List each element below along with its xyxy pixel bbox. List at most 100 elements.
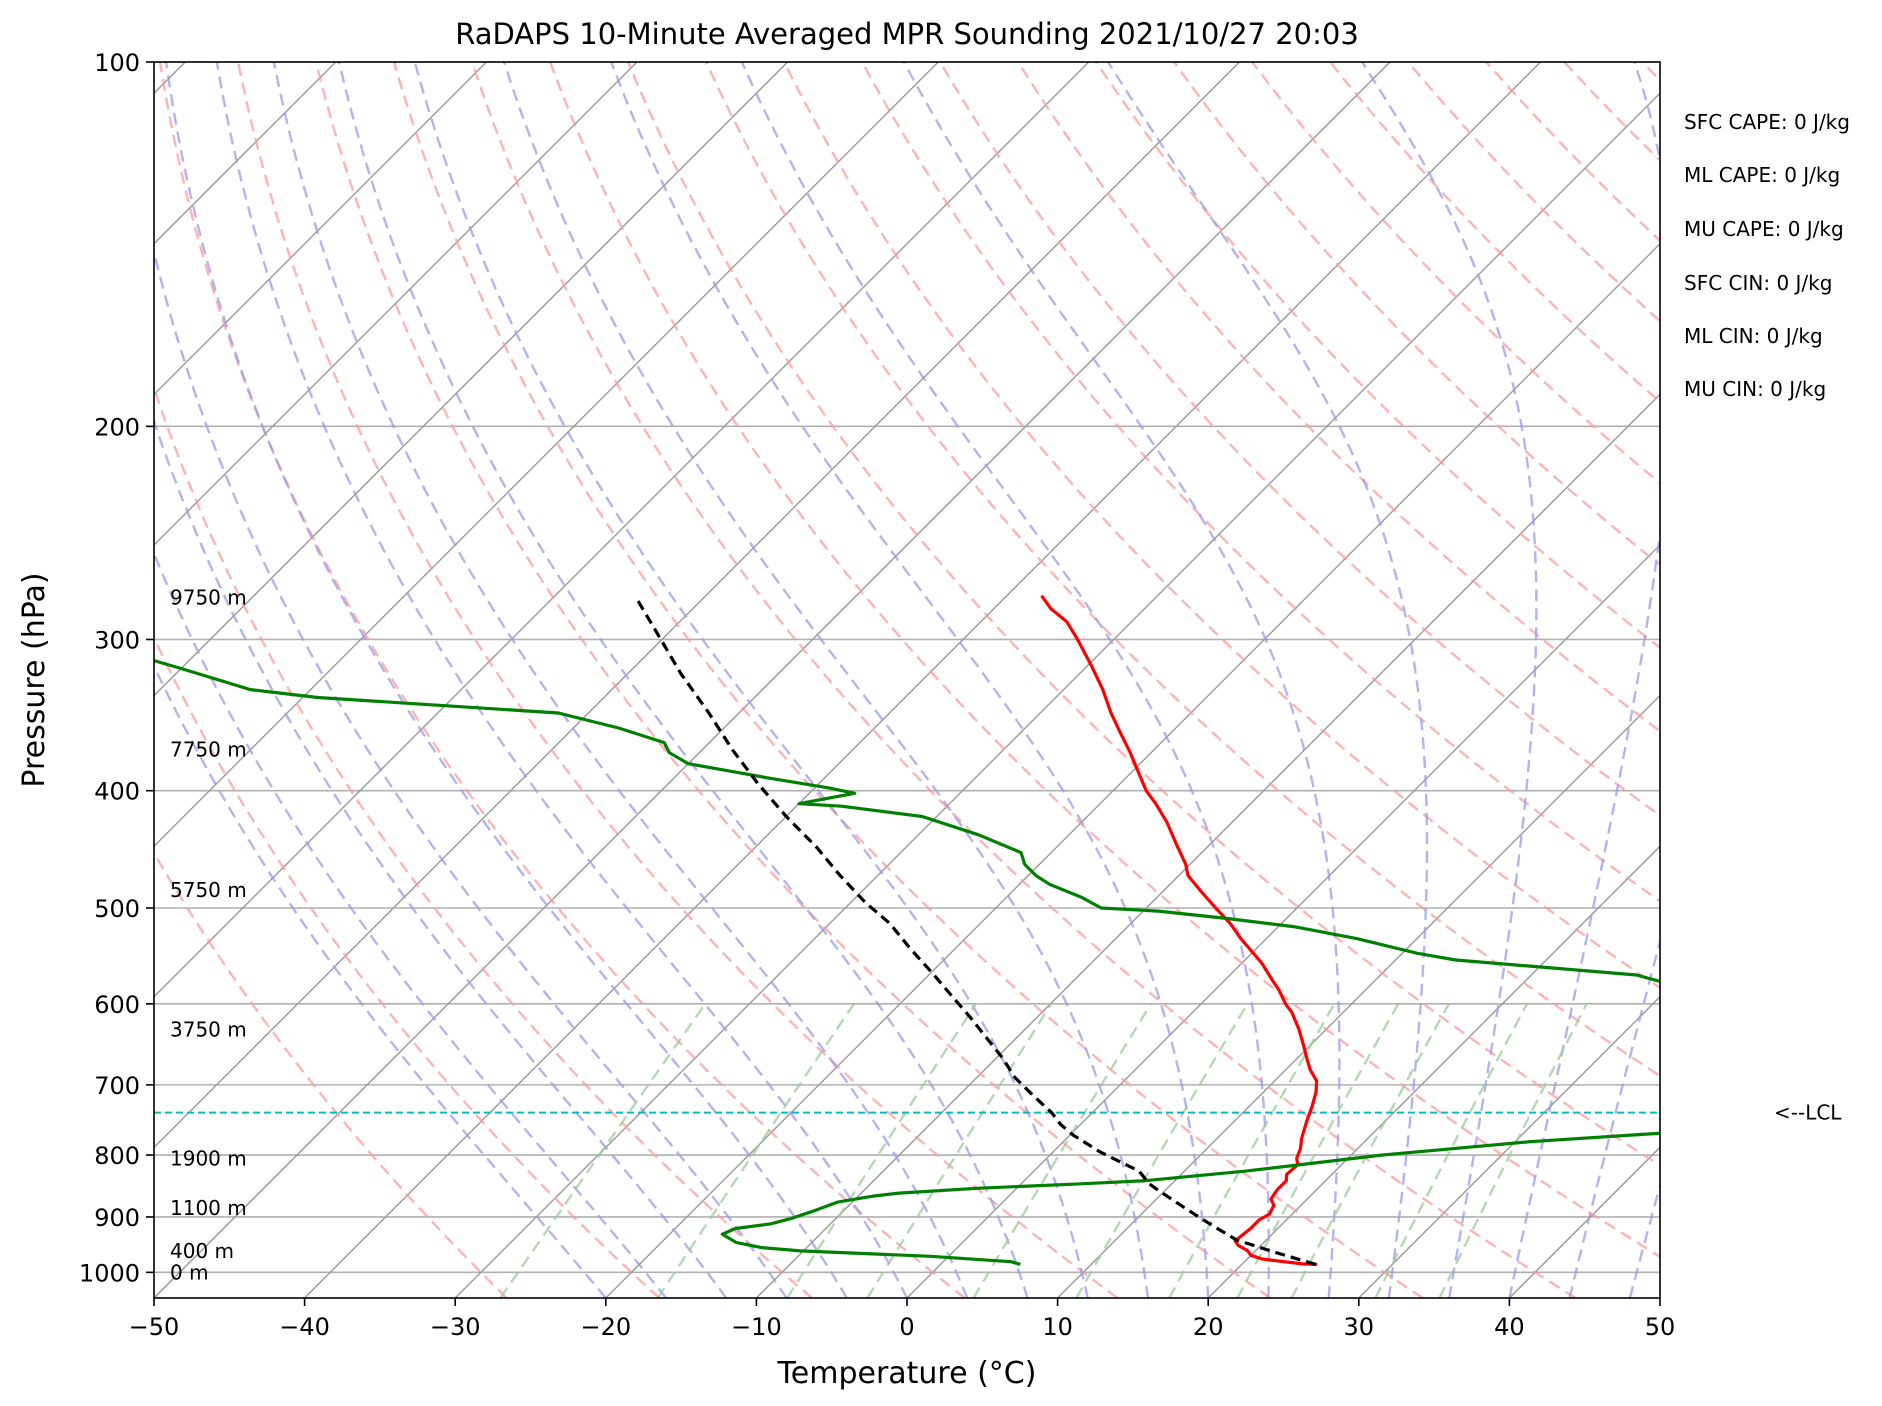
isotherm-line bbox=[454, 92, 1660, 1298]
moist-adiabat-line bbox=[154, 663, 607, 1298]
x-tick-label: 40 bbox=[1494, 1313, 1525, 1341]
moist-adiabat-line bbox=[215, 62, 909, 1298]
isotherm-line bbox=[154, 62, 1240, 1149]
mixing-ratio-line bbox=[1290, 1003, 1450, 1298]
pressure-gridlines bbox=[154, 62, 1660, 1274]
moist-adiabat-line bbox=[154, 247, 788, 1298]
height-label: 9750 m bbox=[170, 586, 247, 610]
isotherm-line bbox=[154, 62, 638, 546]
moist-adiabat-line bbox=[154, 417, 728, 1298]
y-tick-label: 400 bbox=[94, 778, 140, 806]
dry-adiabat-line bbox=[626, 62, 1660, 1167]
height-label: 3750 m bbox=[170, 1017, 247, 1041]
x-tick-label: 50 bbox=[1645, 1313, 1676, 1341]
x-tick-label: −20 bbox=[580, 1313, 631, 1341]
y-tick-label: 700 bbox=[94, 1072, 140, 1100]
height-label: 7750 m bbox=[170, 738, 247, 762]
mixing-ratio-lines bbox=[499, 1003, 1588, 1298]
isotherm-line bbox=[154, 62, 939, 848]
mixing-ratio-line bbox=[656, 1003, 855, 1298]
isotherm-line bbox=[304, 62, 1542, 1298]
y-tick-label: 800 bbox=[94, 1142, 140, 1170]
height-label: 1900 m bbox=[170, 1146, 247, 1170]
moist-adiabat-line bbox=[740, 62, 1270, 1298]
dry-adiabat-line bbox=[1251, 62, 1660, 485]
height-label: 1100 m bbox=[170, 1196, 247, 1220]
dewpoint-line bbox=[154, 658, 1660, 1266]
dry-adiabat-line bbox=[236, 62, 1119, 1298]
dry-adiabat-line bbox=[1407, 62, 1660, 323]
isotherm-line bbox=[154, 62, 487, 396]
mixing-ratio-line bbox=[972, 1003, 1153, 1298]
moist-adiabat-line bbox=[1508, 62, 1660, 1298]
moist-adiabat-line bbox=[1107, 62, 1429, 1298]
y-axis-label: Pressure (hPa) bbox=[17, 572, 52, 787]
chart-title: RaDAPS 10-Minute Averaged MPR Sounding 2… bbox=[455, 17, 1359, 51]
sfc-cin-label: SFC CIN: 0 J/kg bbox=[1684, 271, 1832, 295]
mixing-ratio-line bbox=[1374, 1003, 1529, 1298]
moist-adiabat-line bbox=[272, 62, 969, 1298]
isotherm-line bbox=[906, 544, 1660, 1298]
x-axis: −50 −40 −30 −20 −10 0 10 20 30 40 50 bbox=[129, 1298, 1676, 1341]
mixing-ratio-line bbox=[1438, 1003, 1588, 1298]
isotherm-line bbox=[1207, 845, 1660, 1298]
dry-adiabat-line bbox=[392, 62, 1424, 1298]
plot-area bbox=[154, 62, 1660, 1298]
moist-adiabat-line bbox=[1568, 936, 1660, 1298]
dry-adiabat-line bbox=[158, 62, 966, 1298]
temperature-line bbox=[1040, 594, 1319, 1266]
x-tick-label: 30 bbox=[1344, 1313, 1375, 1341]
moist-adiabat-line bbox=[502, 62, 1150, 1298]
lcl-label: <--LCL bbox=[1774, 1101, 1842, 1125]
dry-adiabat-line bbox=[154, 635, 661, 1298]
dry-adiabat-line bbox=[154, 384, 813, 1298]
mu-cin-label: MU CIN: 0 J/kg bbox=[1684, 377, 1826, 401]
moist-adiabat-line bbox=[902, 62, 1341, 1298]
y-axis: 1000 900 800 700 600 500 400 300 200 100 bbox=[79, 49, 154, 1287]
mixing-ratio-line bbox=[786, 1003, 977, 1298]
moist-adiabat-line bbox=[610, 62, 1210, 1298]
isotherm-lines bbox=[154, 62, 1660, 1298]
dry-adiabat-line bbox=[861, 62, 1660, 903]
ml-cin-label: ML CIN: 0 J/kg bbox=[1684, 324, 1823, 348]
y-tick-label: 500 bbox=[94, 895, 140, 923]
sounding-series bbox=[154, 594, 1660, 1266]
stability-indices: SFC CAPE: 0 J/kg ML CAPE: 0 J/kg MU CAPE… bbox=[1684, 110, 1850, 401]
isotherm-line bbox=[1358, 995, 1660, 1298]
ml-cape-label: ML CAPE: 0 J/kg bbox=[1684, 163, 1840, 187]
moist-adiabat-line bbox=[413, 62, 1089, 1298]
x-axis-label: Temperature (°C) bbox=[777, 1356, 1037, 1391]
moist-adiabat-line bbox=[154, 550, 667, 1298]
y-tick-label: 200 bbox=[94, 413, 140, 441]
isotherm-line bbox=[154, 62, 1391, 1298]
dry-adiabat-line bbox=[783, 62, 1660, 990]
isotherm-line bbox=[1057, 694, 1660, 1298]
mixing-ratio-line bbox=[499, 1003, 707, 1298]
mixing-ratio-line bbox=[866, 1003, 1053, 1298]
y-tick-label: 900 bbox=[94, 1204, 140, 1232]
y-tick-label: 100 bbox=[94, 49, 140, 77]
isotherm-line bbox=[154, 62, 1090, 998]
x-tick-label: −50 bbox=[129, 1313, 180, 1341]
x-tick-label: −10 bbox=[731, 1313, 782, 1341]
y-tick-label: 600 bbox=[94, 991, 140, 1019]
moist-adiabat-line bbox=[1361, 62, 1538, 1298]
dry-adiabat-line bbox=[1173, 62, 1660, 567]
x-tick-label: 10 bbox=[1042, 1313, 1073, 1341]
x-tick-label: 0 bbox=[899, 1313, 914, 1341]
dry-adiabat-line bbox=[470, 62, 1577, 1298]
x-tick-label: −30 bbox=[430, 1313, 481, 1341]
isotherm-line bbox=[154, 62, 789, 697]
x-tick-label: 20 bbox=[1193, 1313, 1224, 1341]
y-tick-label: 1000 bbox=[79, 1259, 140, 1287]
moist-adiabat-line bbox=[164, 62, 848, 1298]
height-label: 5750 m bbox=[170, 878, 247, 902]
mu-cape-label: MU CAPE: 0 J/kg bbox=[1684, 217, 1844, 241]
dry-adiabat-line bbox=[1095, 62, 1660, 650]
y-tick-label: 300 bbox=[94, 626, 140, 654]
sfc-cape-label: SFC CAPE: 0 J/kg bbox=[1684, 110, 1850, 134]
height-label: 400 m bbox=[170, 1239, 234, 1263]
dry-adiabat-line bbox=[1017, 62, 1660, 733]
